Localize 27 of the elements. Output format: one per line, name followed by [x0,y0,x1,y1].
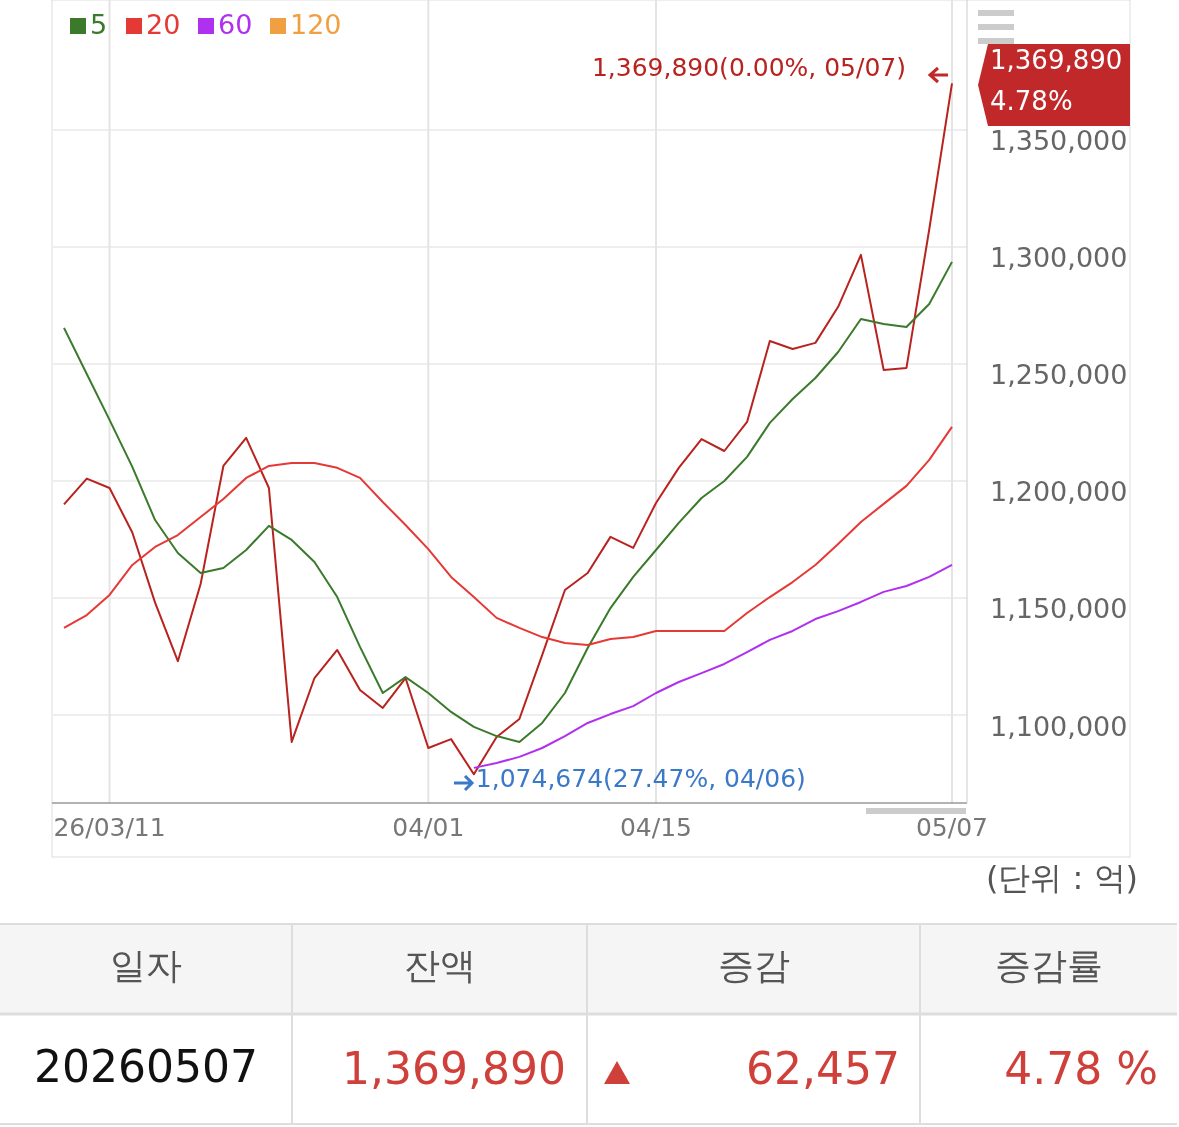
text: 일자 [110,945,182,986]
text: 1,369,890 [342,1043,566,1094]
annotation: 1,074,674(27.47%, 04/06) [475,764,806,793]
x-tick-label: 05/07 [915,813,989,842]
legend-label: 5 [90,8,108,40]
text: 잔액 [403,945,476,986]
x-tick-label: 26/03/11 [53,813,166,842]
x-tick-label: 04/01 [392,813,465,842]
legend-label: 20 [146,8,181,40]
y-tick-label: 1,150,000 [990,593,1128,625]
legend-label: 60 [218,8,253,40]
text: 62,457 [746,1043,900,1094]
x-tick-label: 04/15 [619,813,693,842]
text: 증감 [717,945,790,986]
y-tick-label: 1,350,000 [990,125,1128,157]
annotation: 1,369,890(0.00%, 05/07) [591,53,906,83]
text: 20260507 [34,1041,258,1092]
text: 4.78% [990,85,1073,116]
y-tick-label: 1,300,000 [990,242,1128,274]
text: (단위 : 억) [985,859,1138,897]
y-tick-label: 1,250,000 [990,359,1128,391]
text: 4.78 % [1004,1043,1158,1094]
y-tick-label: 1,200,000 [990,476,1128,508]
text: 1,369,890 [990,44,1123,75]
legend-label: 120 [290,8,342,40]
text: 증감률 [994,945,1103,986]
y-tick-label: 1,100,000 [990,710,1128,742]
